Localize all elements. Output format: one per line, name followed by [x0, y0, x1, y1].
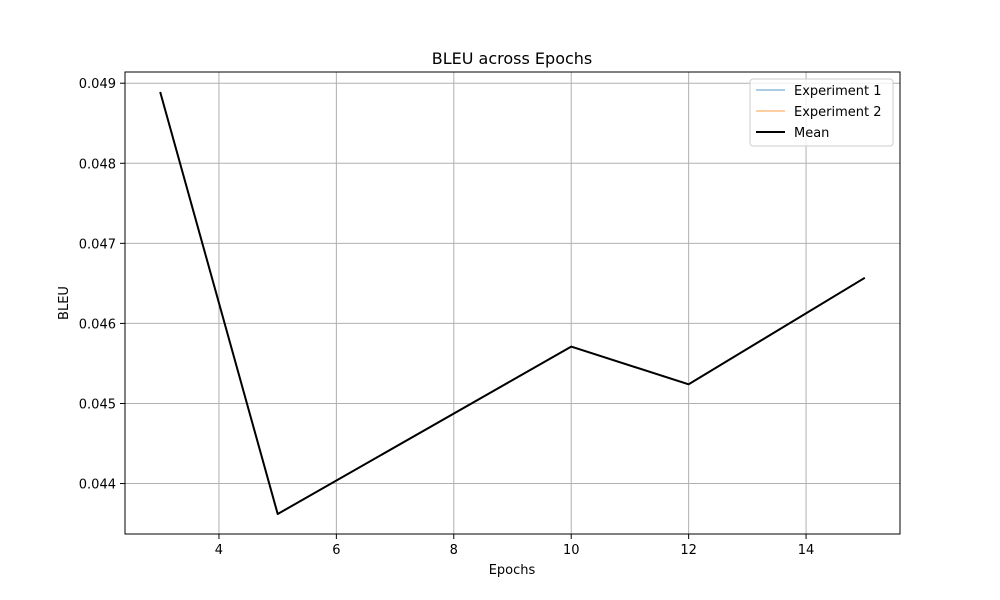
- x-tick-label: 14: [798, 543, 815, 558]
- series-line-experiment-1: [159, 91, 866, 515]
- x-tick-label: 12: [680, 543, 697, 558]
- x-tick-label: 6: [332, 543, 340, 558]
- legend-box: [749, 78, 894, 147]
- y-axis-label: BLEU: [57, 286, 72, 320]
- x-tick-label: 10: [563, 543, 580, 558]
- y-tick-label: 0.046: [79, 317, 116, 332]
- x-tick-label: 8: [450, 543, 458, 558]
- legend-items: Experiment 1 Experiment 2 Mean: [756, 84, 882, 141]
- y-tick-label: 0.048: [79, 157, 116, 172]
- y-axis-ticks: 0.044 0.045 0.046 0.047 0.048 0.049: [79, 77, 125, 493]
- series-line-experiment-2: [159, 91, 866, 515]
- grid: [125, 72, 900, 534]
- x-tick-label: 4: [215, 543, 223, 558]
- y-tick-label: 0.044: [79, 478, 116, 493]
- y-tick-label: 0.047: [79, 237, 116, 252]
- plot-area-frame: [124, 71, 901, 535]
- y-tick-label: 0.049: [79, 77, 116, 92]
- x-axis-ticks: 4 6 8 10 12 14: [215, 534, 815, 558]
- series-line-mean: [159, 91, 866, 515]
- chart-title: BLEU across Epochs: [432, 49, 593, 68]
- legend: Experiment 1 Experiment 2 Mean: [749, 78, 894, 147]
- legend-label-experiment-2: Experiment 2: [794, 105, 882, 120]
- y-tick-label: 0.045: [79, 397, 116, 412]
- x-axis-label: Epochs: [489, 563, 536, 578]
- legend-label-mean: Mean: [794, 126, 829, 141]
- legend-label-experiment-1: Experiment 1: [794, 84, 882, 99]
- series-lines: [159, 91, 866, 515]
